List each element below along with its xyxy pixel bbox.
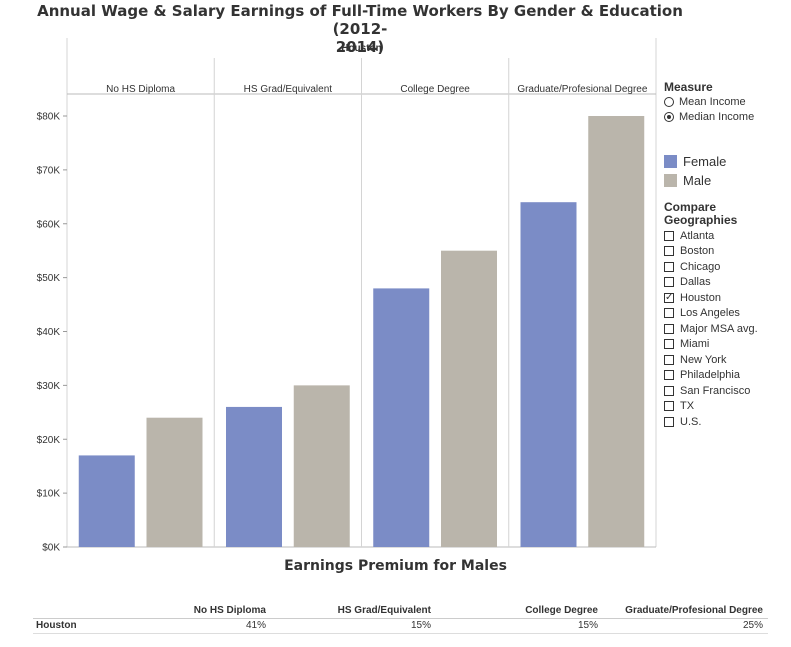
premium-header-graduate: Graduate/Profesional Degree — [625, 605, 763, 616]
y-tick-label: $60K — [37, 219, 61, 230]
geography-label: Dallas — [680, 276, 711, 289]
category-label: HS Grad/Equivalent — [244, 84, 333, 95]
premium-header-divider — [33, 618, 768, 619]
checkbox-icon[interactable] — [664, 416, 674, 427]
measure-title: Measure — [664, 80, 713, 94]
y-tick-label: $30K — [37, 381, 61, 392]
geography-option[interactable]: Major MSA avg. — [664, 321, 758, 337]
checkbox-icon[interactable] — [664, 308, 674, 319]
y-tick-label: $50K — [37, 273, 61, 284]
checkbox-icon[interactable] — [664, 401, 674, 412]
checkbox-icon[interactable] — [664, 277, 674, 288]
checkbox-icon[interactable] — [664, 230, 674, 241]
geography-option[interactable]: ✓ Houston — [664, 290, 758, 306]
category-label: Graduate/Profesional Degree — [517, 84, 648, 95]
radio-mean-income[interactable]: Mean Income — [664, 94, 754, 109]
geography-checkbox-list: Atlanta Boston Chicago Dallas ✓ Houston Los An… — [664, 228, 758, 430]
legend-female-label: Female — [683, 154, 727, 169]
radio-median-label: Median Income — [679, 110, 755, 123]
bar-female[interactable] — [520, 202, 577, 547]
geography-option[interactable]: U.S. — [664, 414, 758, 430]
geography-label: Miami — [680, 338, 710, 351]
geography-label: Major MSA avg. — [680, 322, 758, 335]
bar-female[interactable] — [78, 455, 135, 547]
checkbox-icon[interactable] — [664, 246, 674, 257]
geography-label: Philadelphia — [680, 369, 740, 382]
y-tick-label: $70K — [37, 165, 61, 176]
geography-label: Boston — [680, 245, 715, 258]
premium-header-no-hs: No HS Diploma — [193, 605, 266, 616]
bar-male[interactable] — [441, 250, 497, 547]
y-tick-label: $40K — [37, 327, 61, 338]
geography-label: TX — [680, 400, 695, 413]
geography-option[interactable]: Chicago — [664, 259, 758, 275]
compare-title-line2: Geographies — [664, 213, 738, 227]
premium-value-hs-grad: 15% — [410, 620, 431, 631]
compare-geographies: Compare Geographies Atlanta Boston Chicago… — [664, 201, 758, 430]
legend-male[interactable]: Male — [664, 171, 726, 190]
category-label: No HS Diploma — [106, 84, 175, 95]
geography-option[interactable]: Dallas — [664, 275, 758, 291]
checkbox-checked-icon[interactable]: ✓ — [664, 291, 674, 303]
chart-title-line1: Annual Wage & Salary Earnings of Full-Ti… — [37, 2, 683, 38]
checkbox-icon[interactable] — [664, 261, 674, 272]
geography-option[interactable]: Miami — [664, 337, 758, 353]
y-tick-label: $20K — [37, 435, 61, 446]
bar-male[interactable] — [146, 417, 203, 547]
premium-header-hs-grad: HS Grad/Equivalent — [337, 605, 431, 616]
y-tick-label: $10K — [37, 489, 61, 500]
chart-title: Annual Wage & Salary Earnings of Full-Ti… — [20, 2, 700, 56]
premium-row-label: Houston — [36, 620, 77, 631]
bar-female[interactable] — [373, 288, 430, 547]
category-label: College Degree — [400, 84, 470, 95]
radio-median-income[interactable]: Median Income — [664, 109, 754, 124]
bar-chart: Houston $0K $10K $20K $30K $40K $50K $60K $70K $8… — [37, 38, 657, 554]
geography-option[interactable]: Boston — [664, 244, 758, 260]
legend-male-label: Male — [683, 173, 712, 188]
checkbox-icon[interactable] — [664, 339, 674, 350]
premium-header-college: College Degree — [525, 605, 598, 616]
compare-title-line1: Compare — [664, 200, 717, 214]
geography-label: Houston — [680, 291, 721, 304]
radio-median-icon[interactable] — [664, 111, 674, 122]
checkbox-icon[interactable] — [664, 370, 674, 381]
geography-label: U.S. — [680, 415, 702, 428]
checkbox-icon[interactable] — [664, 385, 674, 396]
geography-label: Atlanta — [680, 229, 715, 242]
geography-label: Chicago — [680, 260, 721, 273]
male-swatch-icon — [664, 174, 677, 187]
bar-male[interactable] — [293, 385, 350, 547]
premium-title: Earnings Premium for Males — [284, 558, 507, 574]
female-swatch-icon — [664, 155, 677, 168]
geography-option[interactable]: New York — [664, 352, 758, 368]
y-tick-label: $0K — [42, 543, 60, 554]
geography-label: Los Angeles — [680, 307, 740, 320]
premium-value-no-hs: 41% — [245, 620, 266, 631]
geography-option[interactable]: San Francisco — [664, 383, 758, 399]
geography-header: Houston — [341, 43, 382, 54]
geography-option[interactable]: Los Angeles — [664, 306, 758, 322]
geography-option[interactable]: TX — [664, 399, 758, 415]
bar-male[interactable] — [588, 116, 645, 547]
geography-option[interactable]: Philadelphia — [664, 368, 758, 384]
y-tick-label: $80K — [37, 112, 61, 123]
premium-value-college: 15% — [577, 620, 598, 631]
geography-option[interactable]: Atlanta — [664, 228, 758, 244]
color-legend: Female Male — [664, 152, 726, 190]
legend-female[interactable]: Female — [664, 152, 726, 171]
geography-label: New York — [680, 353, 727, 366]
premium-value-graduate: 25% — [742, 620, 763, 631]
premium-row-divider — [33, 633, 768, 634]
bar-female[interactable] — [226, 406, 282, 547]
checkbox-icon[interactable] — [664, 354, 674, 365]
measure-options: Mean Income Median Income — [664, 94, 754, 124]
geography-label: San Francisco — [680, 384, 751, 397]
radio-mean-label: Mean Income — [679, 95, 746, 108]
radio-mean-icon[interactable] — [664, 96, 674, 107]
chart-title-line2: 2014) — [335, 38, 385, 56]
checkbox-icon[interactable] — [664, 323, 674, 334]
